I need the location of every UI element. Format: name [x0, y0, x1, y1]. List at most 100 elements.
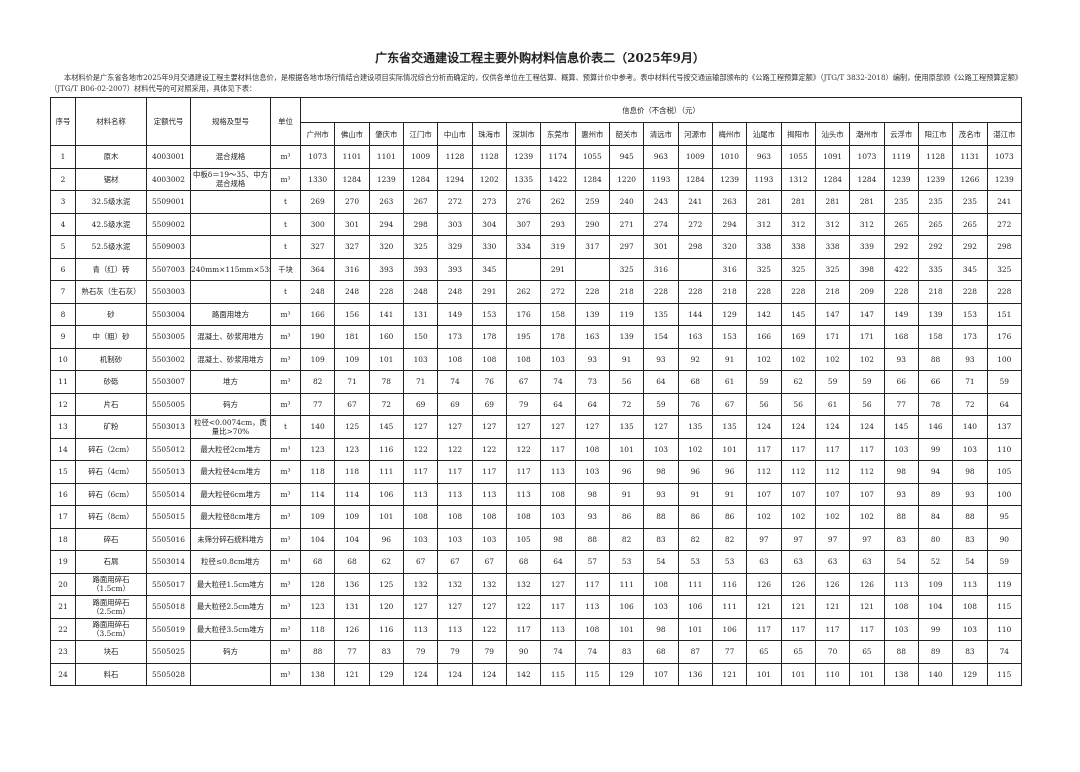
- cell-price: 292: [952, 235, 988, 259]
- cell-price: 98: [540, 527, 576, 551]
- cell-price: 108: [471, 347, 507, 371]
- cell-price: 111: [608, 572, 645, 596]
- cell-name: 碎石（4cm）: [75, 460, 147, 484]
- cell-price: 117: [814, 617, 851, 641]
- cell-no: 8: [50, 302, 76, 326]
- cell-price: 1119: [883, 145, 919, 169]
- table-row: 22 路面用碎石（3.5cm） 5505019 最大粒径3.5cm堆方 m³ 118 126…: [50, 617, 1023, 641]
- cell-price: 53: [711, 550, 748, 574]
- cell-price: 122: [471, 437, 507, 461]
- cell-price: 1266: [952, 167, 988, 191]
- cell-price: 83: [952, 640, 988, 664]
- cell-spec: 最大粒径8cm堆方: [190, 505, 271, 529]
- cell-price: 301: [334, 212, 370, 236]
- header-city: 揭阳市: [780, 122, 816, 146]
- cell-price: 115: [986, 662, 1023, 686]
- header-city: 清远市: [643, 122, 679, 146]
- cell-no: 9: [50, 325, 76, 349]
- cell-price: 345: [952, 257, 988, 281]
- cell-price: 71: [952, 370, 988, 394]
- cell-spec: 240mm×115mm×53mm: [190, 257, 271, 281]
- cell-price: 68: [677, 370, 713, 394]
- cell-price: 163: [677, 325, 713, 349]
- cell-no: 14: [50, 437, 76, 461]
- cell-price: 335: [917, 257, 954, 281]
- cell-price: 96: [608, 460, 645, 484]
- cell-price: 53: [608, 550, 645, 574]
- table-row: 1 原木 4003001 混合规格 m³ 1073 1101 1101 1009 1128 1128…: [50, 145, 1023, 169]
- cell-price: 74: [540, 640, 576, 664]
- cell-name: 机制砂: [75, 347, 147, 371]
- cell-price: 102: [677, 437, 713, 461]
- cell-price: 108: [437, 347, 473, 371]
- cell-price: 146: [917, 415, 954, 439]
- cell-name: 石屑: [75, 550, 147, 574]
- cell-price: 73: [574, 370, 610, 394]
- cell-price: 272: [437, 190, 473, 214]
- cell-price: 124: [780, 415, 816, 439]
- cell-price: 298: [986, 235, 1023, 259]
- cell-price: 91: [711, 482, 748, 506]
- cell-price: 77: [334, 640, 370, 664]
- cell-price: 178: [471, 325, 507, 349]
- cell-unit: m³: [270, 505, 301, 529]
- cell-price: 93: [643, 482, 679, 506]
- cell-price: 325: [780, 257, 816, 281]
- cell-price: 281: [746, 190, 782, 214]
- header-city: 汕尾市: [746, 122, 782, 146]
- cell-price: 281: [849, 190, 885, 214]
- cell-price: 142: [505, 662, 542, 686]
- cell-price: 329: [437, 235, 473, 259]
- cell-price: 96: [677, 460, 713, 484]
- cell-price: 100: [986, 347, 1023, 371]
- cell-price: 116: [711, 572, 748, 596]
- cell-price: 113: [883, 572, 919, 596]
- cell-spec: 中板δ＝19～35、中方混合规格: [190, 167, 271, 191]
- cell-price: 945: [608, 145, 645, 169]
- cell-spec: 最大粒径2cm堆方: [190, 437, 271, 461]
- cell-price: 117: [540, 595, 576, 619]
- cell-price: 77: [299, 392, 336, 416]
- cell-price: 1284: [402, 167, 439, 191]
- cell-unit: m³: [270, 167, 301, 191]
- cell-price: 156: [334, 302, 370, 326]
- cell-price: 325: [986, 257, 1023, 281]
- cell-price: 113: [952, 572, 988, 596]
- cell-price: 1101: [368, 145, 404, 169]
- cell-price: 263: [711, 190, 748, 214]
- cell-price: 67: [505, 370, 542, 394]
- cell-price: 119: [608, 302, 645, 326]
- cell-unit: t: [270, 190, 301, 214]
- cell-price: 77: [711, 640, 748, 664]
- cell-price: 113: [402, 482, 439, 506]
- cell-code: 5505005: [146, 392, 191, 416]
- table-row: 6青（红）砖5507003240mm×115mm×53mm千块364316393…: [50, 257, 1023, 281]
- cell-spec: 最大粒径1.5cm堆方: [190, 572, 271, 596]
- cell-price: 124: [746, 415, 782, 439]
- cell-no: 17: [50, 505, 76, 529]
- cell-price: 117: [849, 617, 885, 641]
- cell-no: 16: [50, 482, 76, 506]
- cell-price: 65: [849, 640, 885, 664]
- cell-spec: 混凝土、砂浆用堆方: [190, 325, 271, 349]
- cell-price: 1055: [780, 145, 816, 169]
- cell-price: 126: [746, 572, 782, 596]
- cell-price: 303: [437, 212, 473, 236]
- cell-price: 76: [471, 370, 507, 394]
- cell-code: 5503005: [146, 325, 191, 349]
- cell-price: 147: [849, 302, 885, 326]
- cell-price: 59: [986, 370, 1023, 394]
- cell-price: 86: [711, 505, 748, 529]
- cell-price: 316: [643, 257, 679, 281]
- cell-price: 1101: [334, 145, 370, 169]
- cell-price: 136: [677, 662, 713, 686]
- cell-price: 422: [883, 257, 919, 281]
- cell-price: 108: [540, 482, 576, 506]
- cell-price: 1330: [299, 167, 336, 191]
- cell-price: 132: [437, 572, 473, 596]
- cell-price: 153: [471, 302, 507, 326]
- cell-no: 1: [50, 145, 76, 169]
- cell-price: 64: [540, 392, 576, 416]
- cell-name: 碎石: [75, 527, 147, 551]
- cell-name: 碎石（2cm）: [75, 437, 147, 461]
